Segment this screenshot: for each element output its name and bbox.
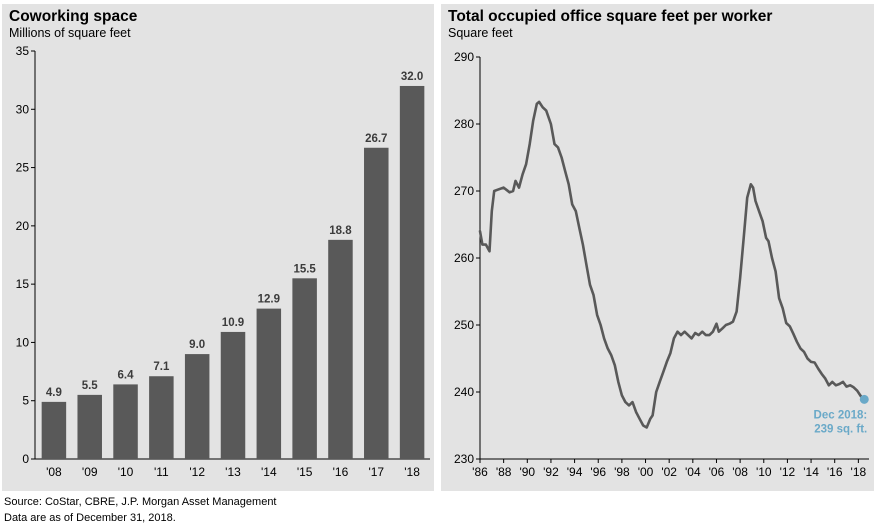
office-sqft-chart-panel: Total occupied office square feet per wo…	[441, 4, 874, 491]
bar	[220, 331, 246, 459]
bar-data-label: 4.9	[46, 387, 62, 399]
x-tick-label: '17	[368, 465, 384, 479]
office-sqft-chart-subtitle: Square feet	[448, 26, 513, 40]
bar	[77, 394, 102, 459]
office-sqft-line-chart: 230 240 250 260 270 280 290 '86 '88 '90 '92 '94 '96 '…	[454, 50, 869, 479]
bar	[184, 354, 210, 459]
dec-2018-annotation-line-2: 239 sq. ft.	[814, 423, 867, 435]
dec-2018-marker	[859, 394, 869, 404]
x-tick-label: '06	[709, 465, 725, 479]
x-tick-label: '10	[118, 465, 134, 479]
y-tick-label: 290	[454, 50, 474, 64]
bar	[328, 239, 353, 459]
x-tick-label: '92	[543, 465, 559, 479]
x-tick-label: '16	[333, 465, 349, 479]
y-tick-label: 230	[454, 452, 474, 466]
bar-data-label: 26.7	[365, 133, 387, 145]
y-tick-label: 15	[16, 277, 30, 291]
x-tick-label: '96	[590, 465, 606, 479]
y-tick-label: 30	[16, 102, 30, 116]
bar	[149, 376, 174, 459]
x-tick-label: '16	[827, 465, 843, 479]
bar	[292, 278, 317, 459]
x-tick-label: '18	[404, 465, 420, 479]
y-tick-label: 25	[16, 161, 30, 175]
data-date-note: Data are as of December 31, 2018.	[4, 512, 176, 524]
bar-data-label: 10.9	[222, 317, 244, 329]
y-tick-label: 10	[16, 335, 30, 349]
y-tick-label: 5	[22, 394, 29, 408]
coworking-chart-subtitle: Millions of square feet	[9, 26, 131, 40]
x-tick-label: '15	[297, 465, 313, 479]
bar-data-label: 32.0	[401, 71, 423, 83]
x-tick-label: '00	[638, 465, 654, 479]
x-tick-label: '86	[472, 465, 488, 479]
bar	[364, 147, 389, 460]
x-tick-label: '90	[519, 465, 535, 479]
office-sqft-chart-title: Total occupied office square feet per wo…	[448, 8, 773, 25]
bar	[399, 85, 425, 459]
x-tick-label: '14	[261, 465, 277, 479]
y-tick-label: 250	[454, 318, 474, 332]
bar	[256, 308, 282, 459]
x-tick-label: '14	[803, 465, 819, 479]
x-tick-label: '88	[496, 465, 512, 479]
bar-data-label: 5.5	[82, 380, 99, 392]
y-tick-label: 35	[16, 44, 30, 58]
bar-data-label: 15.5	[293, 263, 316, 275]
x-tick-label: '98	[614, 465, 630, 479]
x-tick-label: '11	[154, 465, 169, 479]
bar	[41, 401, 67, 459]
y-tick-label: 20	[16, 219, 30, 233]
bar	[113, 384, 138, 459]
coworking-chart-panel: Coworking space Millions of square feet …	[2, 4, 434, 491]
x-tick-label: '18	[851, 465, 867, 479]
coworking-chart-title: Coworking space	[9, 8, 138, 25]
dec-2018-annotation-line-1: Dec 2018:	[814, 409, 868, 421]
x-tick-label: '02	[661, 465, 677, 479]
y-tick-label: 260	[454, 251, 474, 265]
x-tick-label: '12	[189, 465, 205, 479]
y-tick-label: 270	[454, 184, 474, 198]
bar-data-label: 12.9	[258, 294, 280, 306]
x-tick-label: '12	[780, 465, 796, 479]
x-tick-label: '94	[567, 465, 583, 479]
x-tick-label: '08	[46, 465, 62, 479]
x-tick-label: '10	[756, 465, 772, 479]
bar-data-label: 7.1	[153, 361, 170, 373]
y-tick-label: 280	[454, 117, 474, 131]
source-note: Source: CoStar, CBRE, J.P. Morgan Asset …	[4, 496, 277, 508]
bar-data-label: 6.4	[118, 369, 135, 381]
series-line	[478, 100, 866, 429]
x-tick-label: '08	[732, 465, 748, 479]
bar-data-label: 18.8	[329, 225, 352, 237]
coworking-bar-chart: 0 5 10 15 20 25 30 35 4.9 '08 5.5 '09 6.4 '10 7.1 '11 9.…	[16, 44, 430, 479]
x-tick-label: '04	[685, 465, 701, 479]
bar-data-label: 9.0	[189, 339, 205, 351]
y-tick-label: 0	[22, 452, 29, 466]
x-tick-label: '09	[82, 465, 98, 479]
x-tick-label: '13	[225, 465, 241, 479]
y-tick-label: 240	[454, 385, 474, 399]
